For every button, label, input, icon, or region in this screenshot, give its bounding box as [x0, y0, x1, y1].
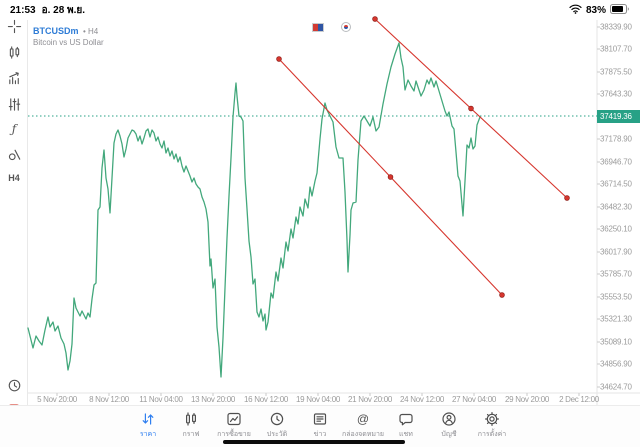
- symbol-description: Bitcoin vs US Dollar: [33, 38, 104, 47]
- nav-item-label: การซื้อขาย: [217, 431, 251, 438]
- chart-candles-icon: [183, 411, 199, 427]
- trendline-handle[interactable]: [564, 195, 570, 201]
- account-person-icon: [441, 411, 457, 427]
- price-line-series: [27, 42, 481, 378]
- trendline-handle[interactable]: [499, 292, 505, 298]
- timeframe-label: H4: [88, 27, 99, 36]
- status-bar: 21:53 อ. 28 พ.ย. 83%: [0, 0, 640, 20]
- nav-item-account-person[interactable]: บัญชี: [428, 411, 471, 440]
- price-axis-tick: 38107.70: [600, 44, 632, 54]
- nav-item-settings-gear[interactable]: การตั้งค่า: [471, 411, 514, 440]
- symbol-name: BTCUSDm: [33, 26, 79, 36]
- news-icon: [312, 411, 328, 427]
- date-axis[interactable]: 5 Nov 20:00 8 Nov 12:00 11 Nov 04:00 13 Nov…: [28, 394, 599, 405]
- chart-header[interactable]: BTCUSDm • H4 Bitcoin vs US Dollar: [33, 24, 104, 48]
- nav-item-chart-candles[interactable]: กราฟ: [170, 411, 213, 440]
- chart-toolbar: ƒ H4: [0, 19, 28, 416]
- price-axis[interactable]: 38339.90 38107.70 37875.50 37643.30 37178.90…: [597, 20, 640, 405]
- trendline-handle[interactable]: [387, 174, 394, 180]
- price-axis-tick: 38339.90: [600, 22, 632, 32]
- date-axis-tick: 2 Dec 12:00: [559, 395, 599, 404]
- trendline-handle[interactable]: [372, 16, 378, 22]
- nav-item-news[interactable]: ข่าว: [299, 411, 342, 440]
- date-axis-tick: 24 Nov 12:00: [400, 395, 444, 404]
- nav-item-trade[interactable]: การซื้อขาย: [213, 411, 256, 440]
- timeframe-button[interactable]: H4: [8, 173, 20, 183]
- nav-item-chat-bubble[interactable]: แชท: [385, 411, 428, 440]
- date-axis-tick: 21 Nov 20:00: [348, 395, 392, 404]
- status-date: อ. 28 พ.ย.: [41, 4, 86, 16]
- home-indicator[interactable]: [223, 440, 405, 444]
- price-axis-tick: 35785.70: [600, 269, 632, 279]
- crosshair-icon[interactable]: [3, 15, 25, 37]
- current-price-label: 37419.36: [597, 110, 640, 123]
- date-axis-tick: 29 Nov 20:00: [505, 395, 549, 404]
- price-axis-tick: 36946.70: [600, 157, 632, 167]
- nav-item-label: ราคา: [139, 431, 157, 438]
- price-axis-tick: 36250.10: [600, 224, 632, 234]
- nav-item-label: แชท: [399, 431, 413, 438]
- settings-gear-icon: [484, 411, 500, 427]
- price-axis-tick: 37875.50: [600, 67, 632, 77]
- objects-sliders-icon[interactable]: [3, 93, 25, 115]
- price-axis-tick: 34856.90: [600, 359, 632, 369]
- trade-icon: [226, 411, 242, 427]
- quotes-arrows-icon: [140, 411, 156, 427]
- price-axis-tick: 35553.50: [600, 292, 632, 302]
- price-axis-tick: 36714.50: [600, 179, 632, 189]
- nav-item-label: บัญชี: [441, 431, 457, 438]
- date-axis-tick: 19 Nov 04:00: [296, 395, 340, 404]
- news-flag-korea-icon[interactable]: [341, 22, 351, 32]
- nav-item-label: กล่องจดหมาย: [341, 431, 385, 438]
- price-axis-tick: 36017.90: [600, 247, 632, 257]
- date-axis-tick: 16 Nov 12:00: [244, 395, 288, 404]
- price-axis-tick: 37178.90: [600, 134, 632, 144]
- news-flags: [312, 22, 351, 32]
- date-axis-tick: 27 Nov 04:00: [452, 395, 496, 404]
- news-flag-icon[interactable]: [312, 22, 324, 32]
- nav-item-mailbox-at[interactable]: @ กล่องจดหมาย: [342, 411, 385, 440]
- mailbox-at-icon: @: [356, 412, 370, 426]
- shapes-icon[interactable]: [3, 143, 25, 165]
- status-time: 21:53: [10, 4, 36, 16]
- date-axis-tick: 13 Nov 20:00: [191, 395, 235, 404]
- nav-item-history-clock[interactable]: ประวัติ: [256, 411, 299, 440]
- price-axis-tick: 37643.30: [600, 89, 632, 99]
- wifi-icon: [569, 4, 582, 17]
- date-axis-tick: 5 Nov 20:00: [37, 395, 77, 404]
- indicators-icon[interactable]: [3, 67, 25, 89]
- candlestick-chart-type-icon[interactable]: [3, 41, 25, 63]
- battery-icon: [610, 3, 630, 17]
- battery-percent: 83%: [585, 4, 606, 16]
- function-icon[interactable]: ƒ: [11, 122, 17, 136]
- date-axis-tick: 8 Nov 12:00: [89, 395, 129, 404]
- trendline-handle[interactable]: [276, 56, 282, 62]
- nav-item-label: กราฟ: [182, 431, 200, 438]
- date-axis-tick: 11 Nov 04:00: [139, 395, 183, 404]
- price-axis-tick: 36482.30: [600, 202, 632, 212]
- chat-bubble-icon: [398, 411, 414, 427]
- price-axis-tick: 34624.70: [600, 382, 632, 392]
- nav-item-label: ข่าว: [313, 431, 327, 438]
- nav-item-label: ประวัติ: [266, 431, 288, 438]
- nav-item-quotes-arrows[interactable]: ราคา: [127, 411, 170, 440]
- price-axis-tick: 35089.10: [600, 337, 632, 347]
- price-axis-tick: 35321.30: [600, 314, 632, 324]
- separator-dot: •: [82, 27, 86, 36]
- history-clock-icon: [269, 411, 285, 427]
- trendline-handle[interactable]: [468, 105, 474, 112]
- market-hours-clock-icon[interactable]: [3, 374, 25, 396]
- nav-item-label: การตั้งค่า: [477, 431, 507, 438]
